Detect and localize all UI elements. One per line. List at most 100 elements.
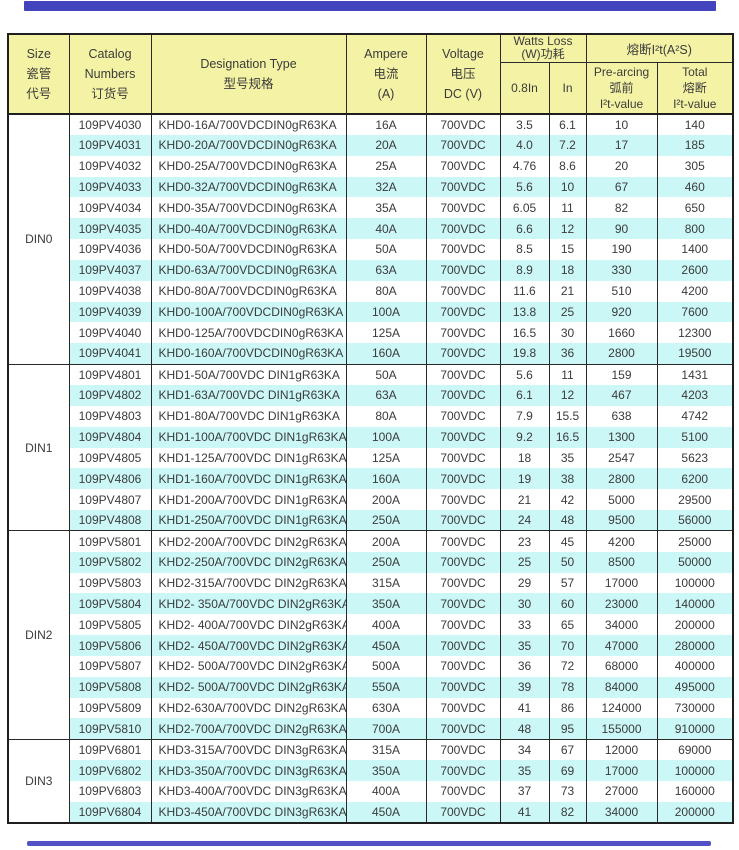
prearcing-i2t-cell: 9500 bbox=[585, 510, 658, 531]
designation-cell: KHD2-250A/700VDC DIN2gR63KA bbox=[150, 551, 347, 573]
watts-in-cell: 78 bbox=[548, 676, 587, 698]
watts-in-cell: 38 bbox=[548, 468, 587, 490]
prearcing-i2t-cell: 17000 bbox=[585, 572, 658, 594]
voltage-cell: 700VDC bbox=[425, 572, 501, 594]
watts-in-cell: 30 bbox=[548, 322, 587, 344]
prearcing-i2t-cell: 84000 bbox=[585, 676, 658, 698]
voltage-cell: 700VDC bbox=[425, 614, 501, 636]
watts-08in-cell: 4.0 bbox=[499, 134, 550, 156]
designation-cell: KHD2- 500A/700VDC DIN2gR63KA bbox=[150, 676, 347, 698]
watts-08in-cell: 6.05 bbox=[499, 197, 550, 219]
table-row: 109PV4808 KHD1-250A/700VDC DIN1gR63KA 250A… bbox=[8, 510, 734, 531]
ampere-cell: 35A bbox=[345, 197, 427, 219]
catalog-number-cell: 109PV4804 bbox=[68, 426, 152, 448]
ampere-cell: 80A bbox=[345, 280, 427, 302]
watts-08in-cell: 21 bbox=[499, 489, 550, 511]
total-i2t-cell: 25000 bbox=[656, 530, 734, 552]
prearcing-i2t-cell: 17 bbox=[585, 134, 658, 156]
watts-in-cell: 11 bbox=[548, 197, 587, 219]
ampere-cell: 100A bbox=[345, 426, 427, 448]
watts-08in-cell: 29 bbox=[499, 572, 550, 594]
watts-08in-cell: 8.9 bbox=[499, 259, 550, 281]
total-i2t-cell: 7600 bbox=[656, 301, 734, 323]
watts-08in-cell: 4.76 bbox=[499, 155, 550, 177]
total-i2t-cell: 5100 bbox=[656, 426, 734, 448]
total-i2t-cell: 185 bbox=[656, 134, 734, 156]
prearcing-i2t-cell: 17000 bbox=[585, 760, 658, 781]
prearcing-i2t-cell: 155000 bbox=[585, 718, 658, 740]
ampere-cell: 350A bbox=[345, 593, 427, 615]
table-row: 109PV4036 KHD0-50A/700VDCDIN0gR63KA 50A 700… bbox=[8, 239, 734, 260]
catalog-number-cell: 109PV4040 bbox=[68, 322, 152, 344]
ampere-cell: 25A bbox=[345, 155, 427, 177]
table-row: 109PV4038 KHD0-80A/700VDCDIN0gR63KA 80A 700… bbox=[8, 280, 734, 302]
total-i2t-cell: 100000 bbox=[656, 572, 734, 594]
table-row: DIN0 109PV4030 KHD0-16A/700VDCDIN0gR63KA 16… bbox=[7, 113, 734, 365]
voltage-cell: 700VDC bbox=[425, 781, 501, 802]
watts-in-cell: 12 bbox=[548, 218, 587, 240]
voltage-cell: 700VDC bbox=[425, 426, 501, 448]
watts-08in-cell: 34 bbox=[499, 738, 550, 761]
ampere-cell: 32A bbox=[345, 176, 427, 198]
watts-08in-cell: 9.2 bbox=[499, 426, 550, 448]
ampere-cell: 160A bbox=[345, 343, 427, 365]
header-size-cn2: 代号 bbox=[26, 87, 52, 101]
catalog-number-cell: 109PV5808 bbox=[68, 676, 152, 698]
watts-08in-cell: 39 bbox=[499, 676, 550, 698]
watts-in-cell: 48 bbox=[548, 510, 587, 531]
catalog-number-cell: 109PV4802 bbox=[68, 384, 152, 406]
designation-cell: KHD0-40A/700VDCDIN0gR63KA bbox=[150, 218, 347, 240]
size-group-label: DIN2 bbox=[7, 530, 70, 740]
total-i2t-cell: 4742 bbox=[656, 405, 734, 427]
designation-cell: KHD0-50A/700VDCDIN0gR63KA bbox=[150, 239, 347, 260]
catalog-number-cell: 109PV4803 bbox=[68, 405, 152, 427]
header-total-cn: 熔断 bbox=[682, 80, 707, 95]
table-row: 109PV6804 KHD3-450A/700VDC DIN3gR63KA 450A… bbox=[8, 801, 734, 823]
ampere-cell: 20A bbox=[345, 134, 427, 156]
total-i2t-cell: 140000 bbox=[656, 593, 734, 615]
watts-in-cell: 73 bbox=[548, 781, 587, 802]
header-total: Total 熔断 I²t-value bbox=[656, 62, 734, 114]
prearcing-i2t-cell: 12000 bbox=[585, 738, 658, 761]
watts-in-cell: 36 bbox=[548, 343, 587, 365]
voltage-cell: 700VDC bbox=[425, 384, 501, 406]
designation-cell: KHD2- 400A/700VDC DIN2gR63KA bbox=[150, 614, 347, 636]
table-row: 109PV4031 KHD0-20A/700VDCDIN0gR63KA 20A 700… bbox=[8, 134, 734, 156]
designation-cell: KHD3-400A/700VDC DIN3gR63KA bbox=[150, 781, 347, 802]
watts-in-cell: 95 bbox=[548, 718, 587, 740]
catalog-number-cell: 109PV4034 bbox=[68, 197, 152, 219]
catalog-number-cell: 109PV5809 bbox=[68, 697, 152, 719]
watts-08in-cell: 37 bbox=[499, 781, 550, 802]
total-i2t-cell: 12300 bbox=[656, 322, 734, 344]
header-total-en: Total bbox=[682, 64, 708, 79]
designation-cell: KHD0-125A/700VDCDIN0gR63KA bbox=[150, 322, 347, 344]
prearcing-i2t-cell: 920 bbox=[585, 301, 658, 323]
watts-in-cell: 15.5 bbox=[548, 405, 587, 427]
header-size: Size 瓷管 代号 bbox=[7, 34, 70, 114]
total-i2t-cell: 160000 bbox=[656, 781, 734, 802]
watts-08in-cell: 41 bbox=[499, 801, 550, 823]
prearcing-i2t-cell: 47000 bbox=[585, 635, 658, 656]
ampere-cell: 80A bbox=[345, 405, 427, 427]
ampere-cell: 550A bbox=[345, 676, 427, 698]
total-i2t-cell: 4200 bbox=[656, 280, 734, 302]
total-i2t-cell: 495000 bbox=[656, 676, 734, 698]
header-designation-cn: 型号规格 bbox=[223, 77, 274, 91]
total-i2t-cell: 140 bbox=[656, 113, 734, 135]
ampere-cell: 200A bbox=[345, 489, 427, 511]
header-voltage-en: Voltage bbox=[442, 47, 484, 61]
catalog-number-cell: 109PV5810 bbox=[68, 718, 152, 740]
watts-08in-cell: 48 bbox=[499, 718, 550, 740]
voltage-cell: 700VDC bbox=[425, 510, 501, 531]
header-i2t-label: 熔断I²t(A²S) bbox=[626, 42, 692, 57]
watts-in-cell: 69 bbox=[548, 760, 587, 781]
designation-cell: KHD1-200A/700VDC DIN1gR63KA bbox=[150, 489, 347, 511]
watts-in-cell: 25 bbox=[548, 301, 587, 323]
designation-cell: KHD0-20A/700VDCDIN0gR63KA bbox=[150, 134, 347, 156]
ampere-cell: 450A bbox=[345, 801, 427, 823]
total-i2t-cell: 5623 bbox=[656, 447, 734, 469]
table-row: 109PV4806 KHD1-160A/700VDC DIN1gR63KA 160A… bbox=[8, 468, 734, 490]
table-row: 109PV5807 KHD2- 500A/700VDC DIN2gR63KA 500… bbox=[8, 655, 734, 677]
voltage-cell: 700VDC bbox=[425, 676, 501, 698]
voltage-cell: 700VDC bbox=[425, 155, 501, 177]
